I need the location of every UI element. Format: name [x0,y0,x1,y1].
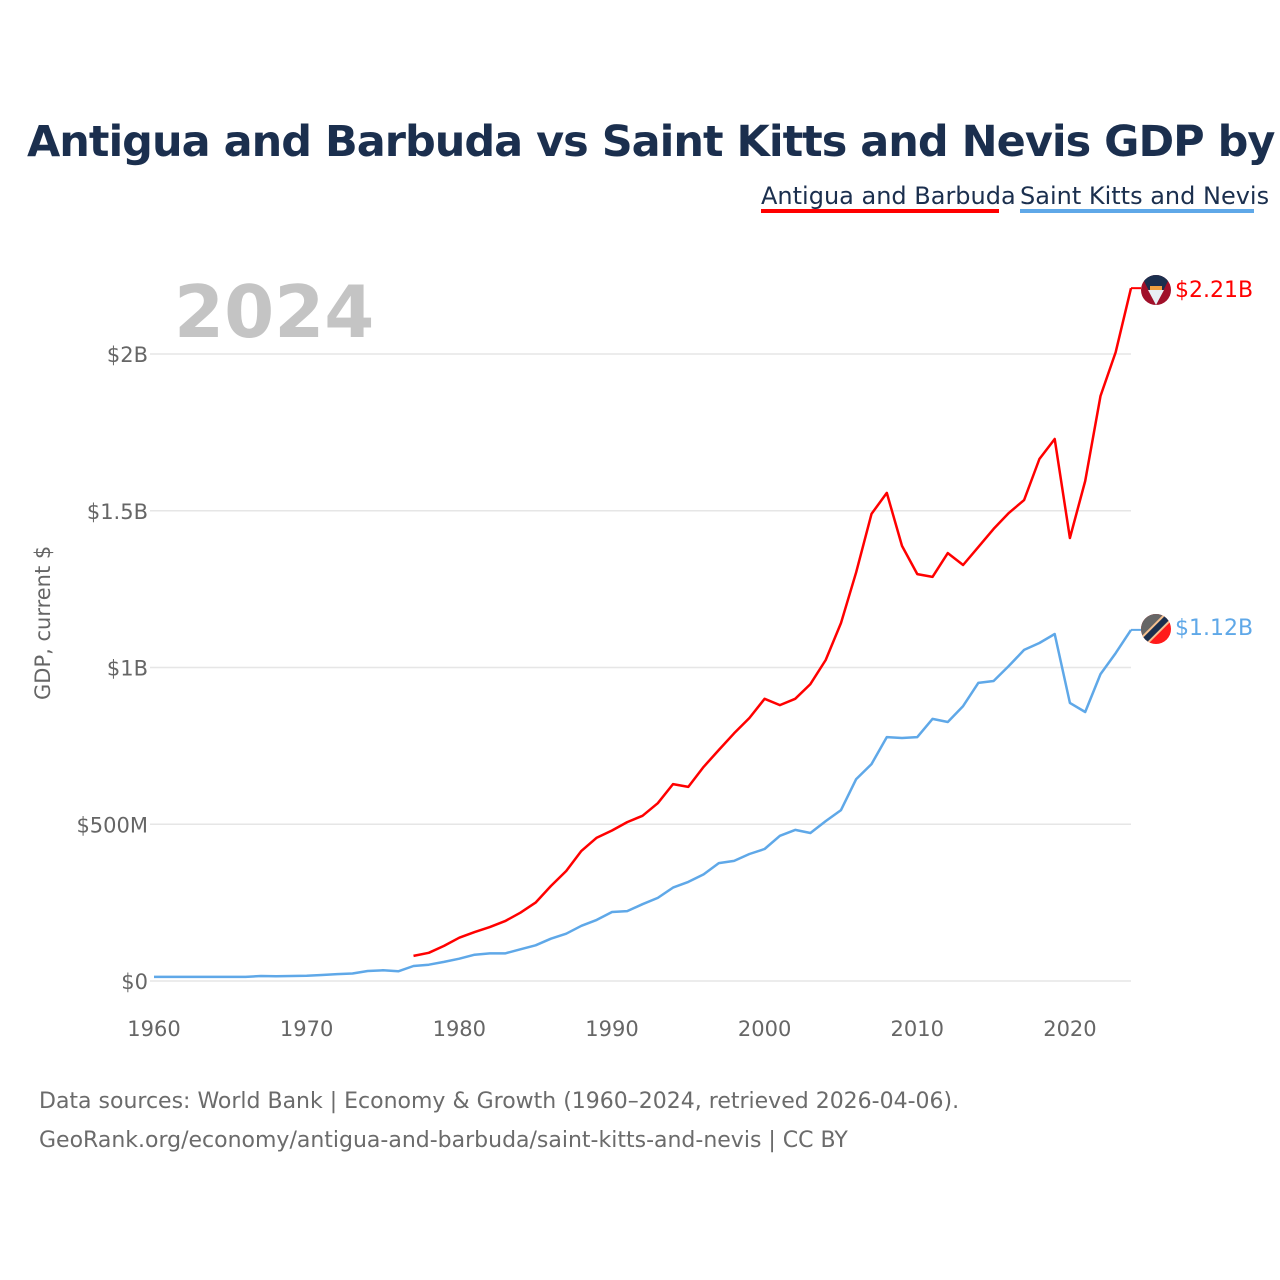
legend-item-saint-kitts[interactable]: Saint Kitts and Nevis [1020,182,1269,213]
legend-label-saint-kitts: Saint Kitts and Nevis [1020,182,1269,210]
x-axis-ticks: 1960 1970 1980 1990 2000 2010 2020 [127,1017,1096,1041]
gridlines [150,353,1131,982]
y-axis-label: GDP, current $ [31,546,55,700]
x-tick-label: 2020 [1043,1017,1096,1041]
source-note: Data sources: World Bank | Economy & Gro… [39,1089,959,1114]
series-lines [154,287,1141,979]
y-tick-label: $2B [107,343,148,367]
end-value-antigua: $2.21B [1175,278,1253,303]
flag-saint-kitts-icon [1141,614,1171,644]
x-tick-label: 2010 [891,1017,944,1041]
source-link[interactable]: GeoRank.org/economy/antigua-and-barbuda/… [39,1128,848,1153]
series-line-1 [154,629,1133,979]
chart-title: Antigua and Barbuda vs Saint Kitts and N… [27,117,1280,167]
y-tick-label: $0 [121,970,148,994]
y-tick-label: $500M [76,813,148,837]
legend-item-antigua[interactable]: Antigua and Barbuda [761,182,1016,213]
x-tick-label: 1990 [585,1017,638,1041]
end-value-saint-kitts: $1.12B [1175,616,1253,641]
series-line-0 [413,287,1133,958]
x-tick-label: 1970 [280,1017,333,1041]
legend-swatch-saint-kitts [1020,209,1254,213]
current-year-label: 2024 [174,270,374,354]
y-axis-ticks: $0 $500M $1B $1.5B $2B [76,343,148,994]
y-tick-label: $1B [107,657,148,681]
legend-swatch-antigua [761,209,999,213]
x-tick-label: 1980 [433,1017,486,1041]
x-tick-label: 2000 [738,1017,791,1041]
x-tick-label: 1960 [127,1017,180,1041]
legend-label-antigua: Antigua and Barbuda [761,182,1016,210]
flag-antigua-icon [1141,275,1171,305]
y-tick-label: $1.5B [87,500,148,524]
